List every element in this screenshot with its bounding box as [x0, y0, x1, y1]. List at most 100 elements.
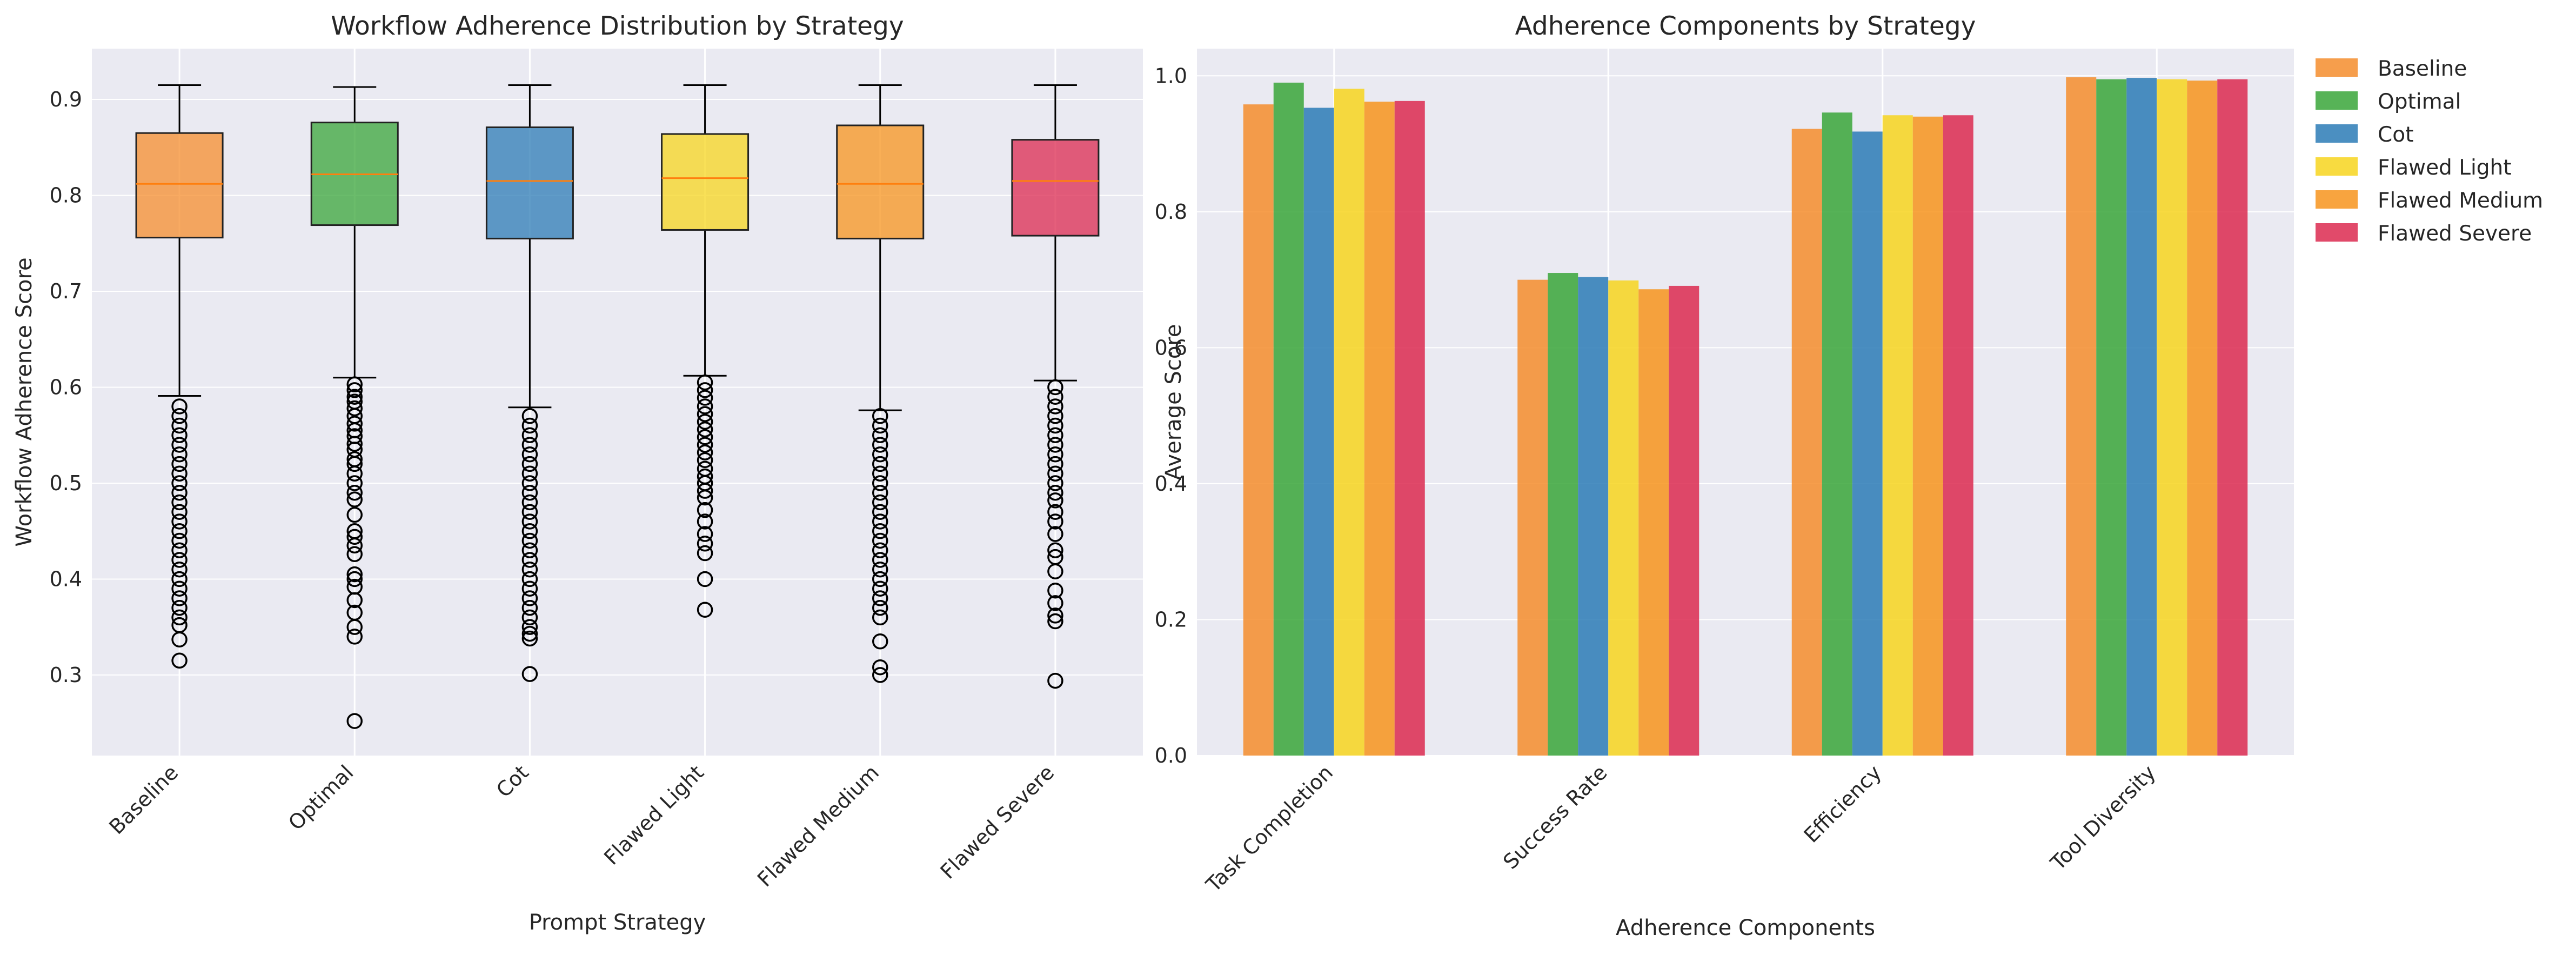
legend-label: Flawed Medium	[2378, 189, 2543, 213]
bar-flawed-severe	[2217, 79, 2248, 756]
outlier-point	[872, 465, 888, 482]
box-optimal	[310, 86, 399, 729]
outlier-point	[697, 406, 713, 422]
bar-flawed-medium	[2187, 81, 2218, 756]
outlier-point	[697, 602, 713, 618]
outlier-point	[697, 398, 713, 415]
bar-baseline	[1243, 104, 1274, 756]
legend-label: Flawed Light	[2378, 156, 2512, 180]
outlier-point	[346, 436, 363, 452]
outlier-point	[697, 421, 713, 438]
outlier-point	[521, 561, 538, 578]
outlier-point	[346, 619, 363, 635]
bars	[1243, 77, 2248, 756]
outlier-point	[171, 599, 188, 616]
box-flawed-medium	[836, 84, 925, 683]
outlier-point	[697, 483, 713, 499]
outlier-point	[346, 400, 363, 417]
bar-baseline	[1517, 279, 1548, 756]
outlier-point	[872, 561, 888, 578]
outlier-point	[697, 437, 713, 453]
outlier-point	[872, 484, 888, 501]
x-tick-label: Cot	[492, 760, 533, 802]
bar-chart-panel: 0.0 0.2 0.4 0.6 0.8 1.0 Task Completion Succes…	[1155, 11, 2294, 940]
outlier-point	[872, 523, 888, 539]
bar-optimal	[1548, 273, 1578, 756]
bar-cot	[2126, 78, 2157, 756]
legend: Baseline Optimal Cot Flawed Light Flawed Med…	[2316, 57, 2543, 246]
outlier-point	[1047, 542, 1063, 558]
outlier-point	[872, 599, 888, 616]
iqr-box	[661, 133, 750, 231]
outlier-point	[171, 398, 188, 415]
y-tick-label: 0.0	[1155, 744, 1187, 767]
bar-cot	[1303, 108, 1334, 756]
outlier-point	[171, 408, 188, 424]
outlier-point	[521, 571, 538, 587]
y-axis-label: Average Score	[1161, 324, 1186, 480]
outlier-point	[346, 713, 363, 729]
x-tick-label: Tool Diversity	[2046, 760, 2160, 875]
outlier-point	[872, 580, 888, 597]
bar-flawed-severe	[1669, 285, 1700, 756]
y-tick-label: 0.3	[50, 663, 82, 687]
outlier-point	[346, 506, 363, 523]
outlier-point	[872, 408, 888, 424]
outlier-point	[1047, 437, 1063, 453]
outlier-point	[1047, 526, 1063, 542]
y-tick-label: 0.6	[50, 375, 82, 399]
legend-swatch	[2316, 58, 2358, 77]
outlier-point	[697, 374, 713, 391]
outlier-point	[521, 532, 538, 549]
box-plot-panel: 0.3 0.4 0.5 0.6 0.7 0.8 0.9 Baseline Optimal Cot…	[12, 11, 1143, 935]
outlier-point	[872, 542, 888, 558]
outlier-point	[346, 465, 363, 482]
outlier-point	[521, 465, 538, 482]
outlier-point	[171, 532, 188, 549]
y-tick-label: 0.6	[1155, 336, 1187, 359]
outlier-point	[521, 484, 538, 501]
outlier-point	[1047, 595, 1063, 611]
outlier-point	[872, 609, 888, 626]
outlier-point	[171, 552, 188, 568]
boxes	[135, 84, 1100, 729]
outlier-point	[521, 446, 538, 463]
outlier-point	[697, 429, 713, 445]
outlier-point	[697, 536, 713, 552]
legend-swatch	[2316, 91, 2358, 110]
outlier-point	[697, 489, 713, 506]
outlier-point	[346, 571, 363, 587]
outlier-point	[521, 609, 538, 626]
outlier-point	[697, 502, 713, 518]
outlier-point	[1047, 513, 1063, 530]
outlier-point	[1047, 672, 1063, 689]
x-tick-label: Optimal	[284, 760, 358, 834]
iqr-box	[836, 124, 925, 239]
box-flawed-light	[661, 84, 750, 618]
bar-flawed-medium	[1912, 116, 1943, 756]
outlier-point	[346, 629, 363, 645]
plot-background	[92, 49, 1143, 756]
outlier-point	[1047, 389, 1063, 405]
outlier-point	[171, 523, 188, 539]
bar-flawed-medium	[1638, 289, 1669, 756]
outlier-point	[346, 382, 363, 398]
x-tick-labels: Baseline Optimal Cot Flawed Light Flawed Med…	[104, 760, 1059, 891]
outlier-point	[171, 542, 188, 558]
outlier-point	[521, 619, 538, 635]
outlier-point	[521, 625, 538, 642]
outlier-point	[346, 389, 363, 405]
outlier-point	[872, 456, 888, 472]
outlier-point	[521, 580, 538, 597]
outlier-point	[1047, 417, 1063, 434]
outlier-point	[1047, 607, 1063, 624]
bar-flawed-light	[1334, 89, 1364, 756]
bar-baseline	[1791, 129, 1822, 756]
outlier-point	[872, 513, 888, 530]
y-tick-label: 0.4	[1155, 472, 1187, 496]
legend-swatch	[2316, 190, 2358, 209]
outlier-point	[1047, 563, 1063, 579]
outlier-point	[697, 526, 713, 542]
outlier-point	[521, 523, 538, 539]
outlier-point	[171, 631, 188, 648]
